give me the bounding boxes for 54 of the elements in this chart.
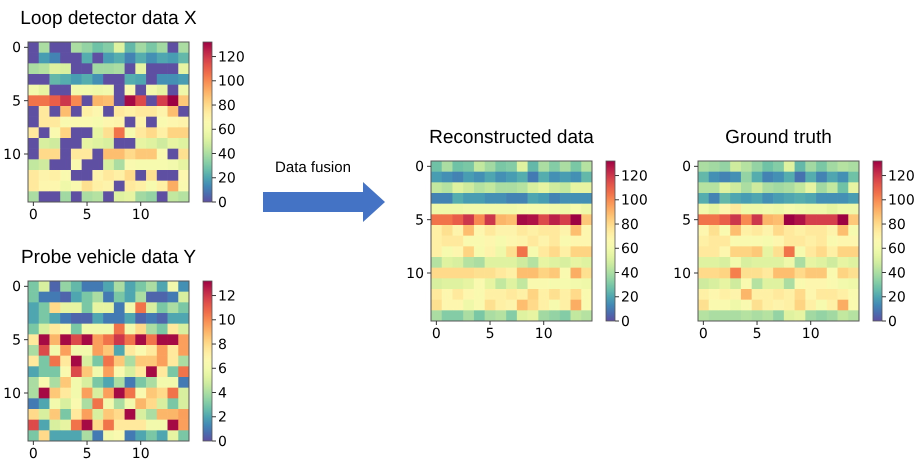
y-tick-label: 5: [12, 94, 21, 110]
color-bar-label: 10: [218, 312, 236, 329]
color-bar-label: 120: [888, 168, 915, 184]
color-bar-label: 120: [621, 168, 648, 184]
x-tick-label: 10: [802, 326, 820, 342]
color-bar-label: 0: [621, 314, 630, 330]
x-tick-label: 5: [486, 326, 494, 342]
color-bar-label: 0: [218, 434, 227, 450]
y-tick-label: 10: [3, 386, 21, 402]
color-bar-label: 100: [888, 192, 915, 209]
color-bar-label: 60: [888, 241, 906, 258]
y-tick-label: 0: [12, 40, 21, 56]
y-tick-label: 10: [406, 266, 424, 282]
chart-title: Reconstructed data: [429, 127, 594, 148]
y-tick-label: 10: [3, 146, 21, 163]
x-tick-label: 10: [132, 446, 150, 460]
y-tick-label: 0: [682, 159, 691, 176]
x-tick-label: 5: [82, 446, 92, 460]
x-tick-label: 10: [132, 207, 150, 223]
x-tick-label: 0: [28, 207, 38, 223]
color-bar-label: 40: [888, 265, 906, 282]
x-tick-label: 0: [432, 326, 441, 342]
color-bar-label: 80: [621, 216, 639, 233]
color-bar-label: 80: [218, 98, 236, 114]
color-bar-label: 60: [218, 122, 236, 138]
color-bar-label: 100: [621, 192, 648, 209]
color-bar-label: 12: [218, 288, 236, 304]
x-tick-label: 5: [82, 207, 92, 223]
y-tick-label: 0: [415, 159, 424, 176]
color-bar-label: 20: [621, 290, 639, 306]
text: Data fusion: [275, 159, 351, 176]
color-bar-label: 60: [621, 241, 639, 258]
color-bar-label: 40: [621, 265, 639, 282]
color-bar-label: 120: [218, 49, 245, 66]
x-tick-label: 5: [752, 326, 762, 342]
color-bar-label: 20: [218, 170, 236, 187]
y-tick-label: 10: [673, 266, 691, 282]
chart-title: Loop detector data X: [20, 8, 198, 29]
color-bar-label: 6: [218, 361, 227, 378]
x-tick-label: 0: [28, 446, 38, 460]
x-tick-label: 0: [698, 326, 708, 342]
chart-title: Probe vehicle data Y: [21, 247, 196, 268]
y-tick-label: 0: [12, 279, 21, 296]
color-bar-label: 20: [888, 290, 906, 306]
x-tick-label: 10: [534, 326, 553, 342]
color-bar-label: 80: [888, 216, 906, 233]
color-bar-label: 8: [218, 336, 227, 353]
color-bar-label: 0: [888, 314, 897, 330]
color-bar-label: 4: [218, 385, 227, 402]
color-bar-label: 100: [218, 74, 245, 90]
color-bar-label: 2: [218, 410, 227, 426]
color-bar-label: 0: [218, 194, 227, 211]
color-bar-label: 40: [218, 146, 236, 162]
chart-title: Ground truth: [725, 127, 832, 148]
